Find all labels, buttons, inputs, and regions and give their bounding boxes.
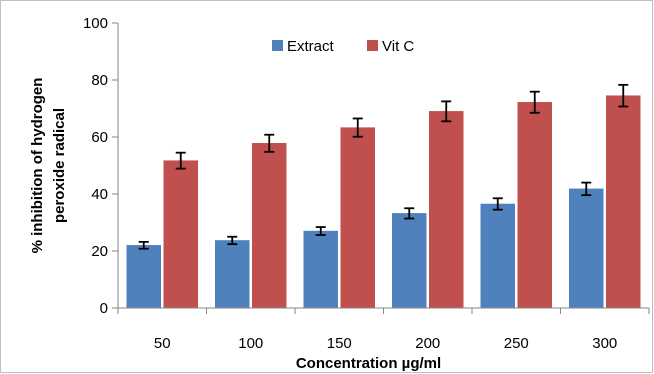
error-bars-layer: [138, 83, 629, 250]
x-tick-label-150: 150: [327, 335, 352, 352]
bar-extract-300: [569, 188, 604, 309]
x-axis-title: Concentration µg/ml: [296, 355, 441, 372]
y-tick-label-80: 80: [91, 72, 108, 89]
y-tick-label-40: 40: [91, 186, 108, 203]
bar-vit-c-100: [252, 143, 287, 309]
legend-label-vit-c: Vit C: [382, 38, 414, 55]
y-tick-label-0: 0: [100, 300, 108, 317]
legend: Extract Vit C: [272, 38, 414, 55]
x-tick-label-100: 100: [238, 335, 263, 352]
axis-titles: Concentration µg/ml % inhibition of hydro…: [29, 78, 441, 372]
bar-vit-c-300: [606, 95, 641, 309]
bar-vit-c-200: [429, 111, 464, 309]
bar-extract-200: [392, 213, 427, 309]
y-axis-title-line-2: peroxide radical: [51, 108, 68, 223]
x-tick-label-200: 200: [415, 335, 440, 352]
bar-extract-50: [126, 245, 161, 309]
y-axis-title-line-1: % inhibition of hydrogen: [29, 78, 46, 254]
bar-extract-150: [303, 230, 338, 309]
bars-layer: [126, 95, 641, 309]
bar-extract-100: [215, 240, 250, 309]
legend-swatch-extract: [272, 40, 283, 51]
x-tick-label-300: 300: [592, 335, 617, 352]
bar-vit-c-50: [163, 160, 198, 309]
y-tick-label-20: 20: [91, 243, 108, 260]
x-tick-label-50: 50: [154, 335, 171, 352]
axes-layer: 0 20 40 60 80 100 50 100 150 200 250 300: [83, 15, 650, 352]
bar-vit-c-150: [340, 127, 375, 309]
legend-label-extract: Extract: [287, 38, 335, 55]
y-tick-label-100: 100: [83, 15, 108, 32]
x-tick-label-250: 250: [504, 335, 529, 352]
legend-swatch-vit-c: [367, 40, 378, 51]
bar-vit-c-250: [517, 101, 552, 309]
bar-extract-250: [480, 203, 515, 309]
y-tick-label-60: 60: [91, 129, 108, 146]
